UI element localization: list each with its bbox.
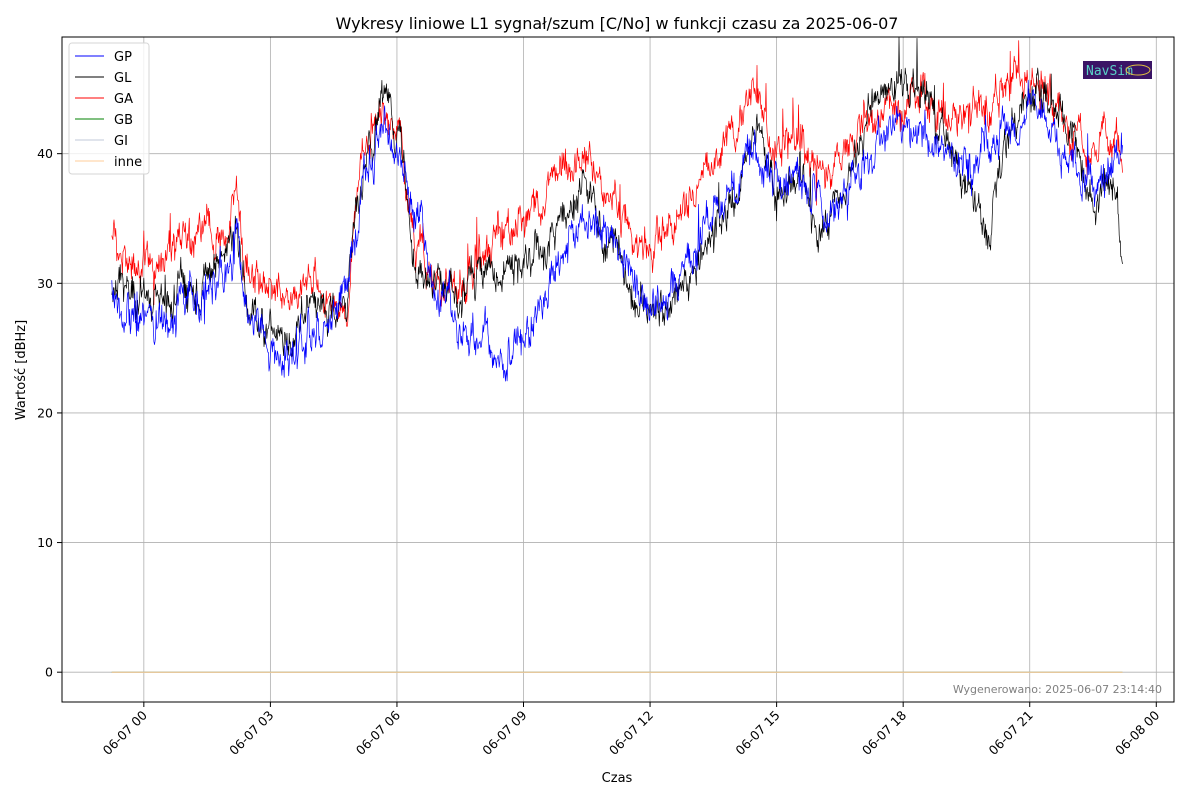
series-group — [111, 37, 1123, 673]
legend: GP GL GA GB GI inne — [68, 42, 150, 175]
legend-label-inne: inne — [114, 155, 142, 170]
logo-text: NavSim — [1086, 64, 1133, 79]
logo-swoosh — [1125, 64, 1151, 76]
y-axis-label: Wartość [dBHz] — [14, 320, 29, 420]
plot-frame — [61, 36, 1175, 703]
legend-box — [68, 42, 150, 175]
series-line-gp — [111, 80, 1123, 382]
y-tick-label: 40 — [37, 146, 53, 161]
legend-label-gp: GP — [114, 50, 132, 65]
legend-label-gi: GI — [114, 134, 128, 149]
series-line-ga — [111, 40, 1123, 327]
chart-title: Wykresy liniowe L1 sygnał/szum [C/No] w … — [336, 14, 899, 33]
navsim-logo: NavSim — [1083, 61, 1152, 79]
y-tick-label: 0 — [45, 665, 53, 680]
x-axis-label: Czas — [602, 771, 633, 786]
y-axis-ticks: 0 10 20 30 40 — [37, 146, 62, 680]
generated-timestamp: Wygenerowano: 2025-06-07 23:14:40 — [953, 683, 1162, 696]
y-tick-label: 10 — [37, 535, 53, 550]
legend-label-gb: GB — [114, 113, 133, 128]
legend-label-ga: GA — [114, 92, 133, 107]
y-tick-label: 20 — [37, 405, 53, 420]
y-tick-label: 30 — [37, 276, 53, 291]
legend-label-gl: GL — [114, 71, 132, 86]
